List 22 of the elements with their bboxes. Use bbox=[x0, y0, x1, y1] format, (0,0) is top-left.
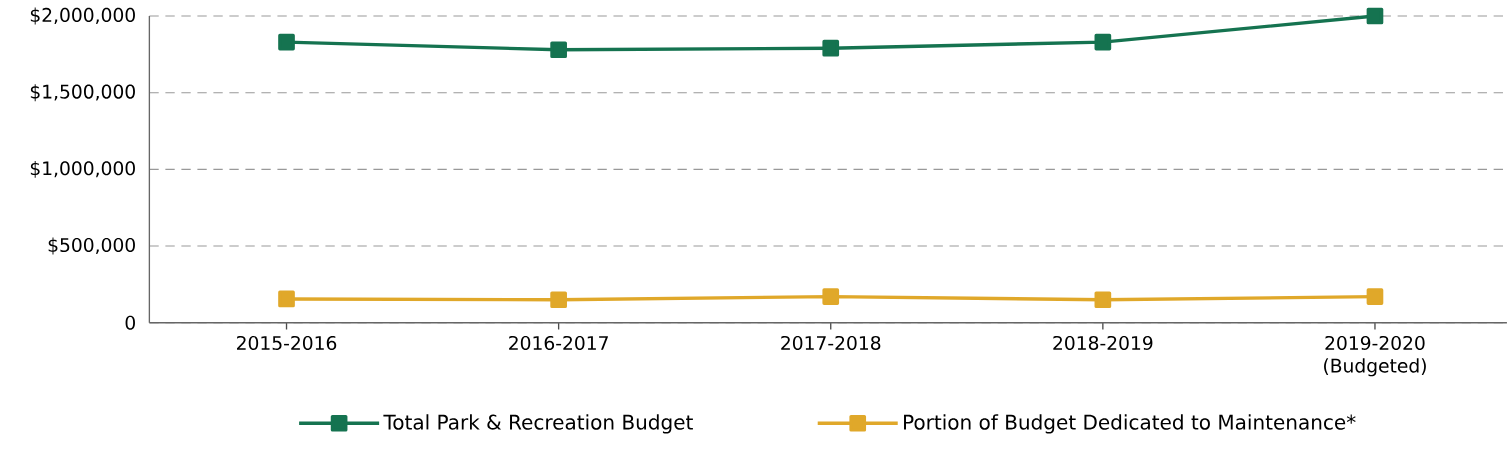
point bbox=[550, 291, 567, 308]
x-tick-label: 2015-2016 bbox=[237, 335, 337, 350]
legend-label: Portion of Budget Dedicated to Maintenance* bbox=[904, 414, 1356, 434]
point bbox=[1094, 291, 1112, 308]
point bbox=[1094, 33, 1112, 51]
point bbox=[550, 41, 567, 58]
x-tick-label: 2016-2017 bbox=[509, 335, 608, 350]
y-tick-label: 0 bbox=[125, 315, 135, 330]
point bbox=[1366, 288, 1384, 305]
point bbox=[278, 290, 295, 308]
point bbox=[822, 39, 840, 57]
point bbox=[822, 288, 840, 305]
y-tick-label: $1,000,000 bbox=[30, 160, 135, 178]
point bbox=[278, 33, 295, 51]
x-tick-label: 2019-2020 (Budgeted) bbox=[1324, 335, 1426, 377]
y-tick-label: $500,000 bbox=[48, 237, 135, 255]
y-tick-label: $1,500,000 bbox=[30, 84, 135, 101]
x-tick-label: 2017-2018 bbox=[781, 335, 881, 350]
x-tick-label: 2018-2019 bbox=[1053, 335, 1153, 350]
legend-label: Total Park & Recreation Budget bbox=[383, 414, 693, 434]
y-tick-label: $2,000,000 bbox=[30, 7, 135, 25]
point bbox=[1366, 7, 1384, 25]
